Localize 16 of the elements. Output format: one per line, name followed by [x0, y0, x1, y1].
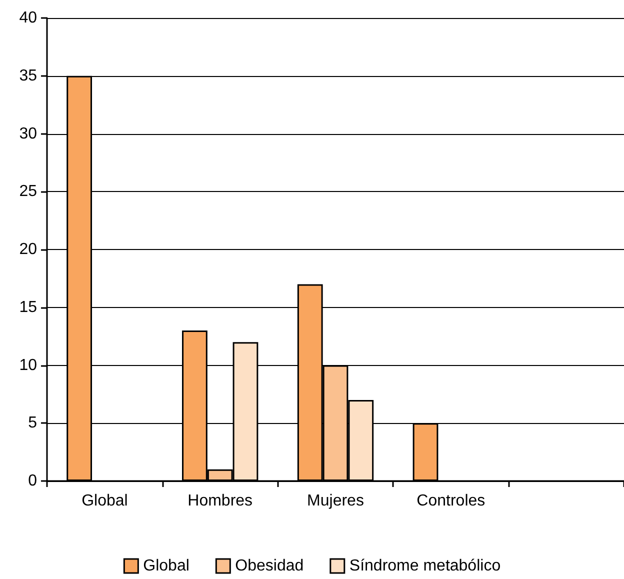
x-tick-label: Controles: [416, 492, 486, 510]
y-tick-label: 25: [19, 183, 38, 200]
y-tick-label: 10: [19, 356, 38, 374]
x-tick-label: Hombres: [188, 492, 253, 510]
y-tick-label: 40: [19, 10, 38, 26]
y-tick-label: 20: [19, 241, 38, 258]
y-tick-label: 5: [28, 414, 38, 432]
legend-label: Síndrome metabólico: [349, 558, 501, 574]
x-tick-label: Global: [82, 492, 128, 510]
y-tick-label: 15: [19, 298, 38, 316]
x-tick-label: Mujeres: [307, 492, 364, 510]
legend-label: Global: [143, 558, 190, 574]
y-tick-label: 30: [19, 125, 38, 142]
legend-label: Obesidad: [235, 558, 304, 574]
y-tick-label: 35: [19, 67, 38, 84]
y-tick-label: 0: [28, 472, 38, 490]
